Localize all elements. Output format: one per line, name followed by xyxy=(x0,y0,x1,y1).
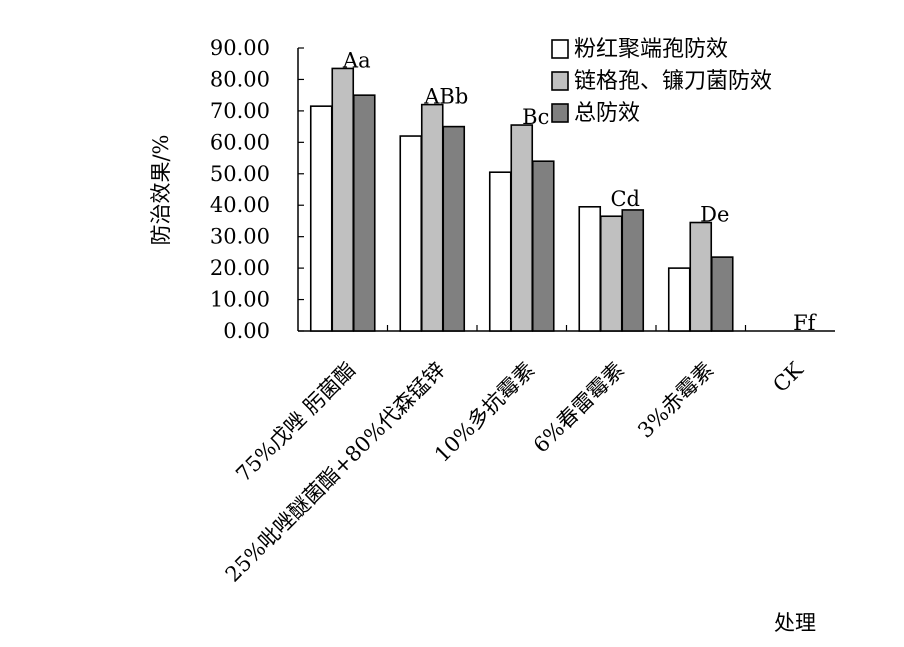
legend-swatch xyxy=(551,103,569,123)
bar-2-5 xyxy=(689,221,713,332)
y-tick-label: 10.00 xyxy=(210,288,270,312)
x-tick-label: 6%春雷霉素 xyxy=(529,358,629,458)
significance-label: Cd xyxy=(610,187,640,211)
y-tick-label: 50.00 xyxy=(210,162,270,186)
y-tick-label: 80.00 xyxy=(210,67,270,91)
bar-3-3 xyxy=(531,160,555,332)
axes xyxy=(297,47,835,332)
y-tick-label: 40.00 xyxy=(210,193,270,217)
y-axis-title: 防治效果/% xyxy=(149,134,173,245)
significance-label: Ff xyxy=(793,311,818,335)
significance-label: ABb xyxy=(423,85,468,109)
bar-2-4 xyxy=(599,215,623,332)
bar-2-2 xyxy=(420,103,444,332)
bar-1-2 xyxy=(399,135,423,332)
legend-label: 链格孢、镰刀菌防效 xyxy=(574,69,772,94)
x-tick-label: 3%赤霉素 xyxy=(633,358,718,443)
bar-1-4 xyxy=(578,205,602,332)
bar-3-2 xyxy=(442,125,466,332)
bar-1-5 xyxy=(667,267,691,332)
y-tick-label: 70.00 xyxy=(210,99,270,123)
bar-3-1 xyxy=(352,94,376,332)
significance-label: Bc xyxy=(522,105,549,129)
bar-1-1 xyxy=(309,105,333,332)
significance-label: De xyxy=(700,203,729,227)
legend-swatch xyxy=(551,71,569,91)
y-tick-label: 90.00 xyxy=(210,36,270,60)
legend-swatch xyxy=(551,39,569,59)
bar-2-1 xyxy=(331,67,355,332)
bars xyxy=(309,67,734,332)
legend-label: 粉红聚端孢防效 xyxy=(574,37,728,62)
y-tick-label: 20.00 xyxy=(210,256,270,280)
x-tick-label: CK xyxy=(768,357,808,397)
bar-2-3 xyxy=(510,124,534,332)
bar-3-5 xyxy=(710,256,734,332)
y-tick-label: 60.00 xyxy=(210,130,270,154)
significance-label: Aa xyxy=(342,48,371,72)
bar-3-4 xyxy=(621,209,645,332)
y-tick-label: 30.00 xyxy=(210,225,270,249)
labels: 0.00 10.00 20.00 30.00 40.00 50.00 60.00 70.00 8… xyxy=(149,36,818,635)
legend-label: 总防效 xyxy=(574,101,640,126)
x-axis-title: 处理 xyxy=(774,611,816,635)
y-tick-label: 0.00 xyxy=(223,319,270,343)
bar-1-3 xyxy=(488,171,512,332)
